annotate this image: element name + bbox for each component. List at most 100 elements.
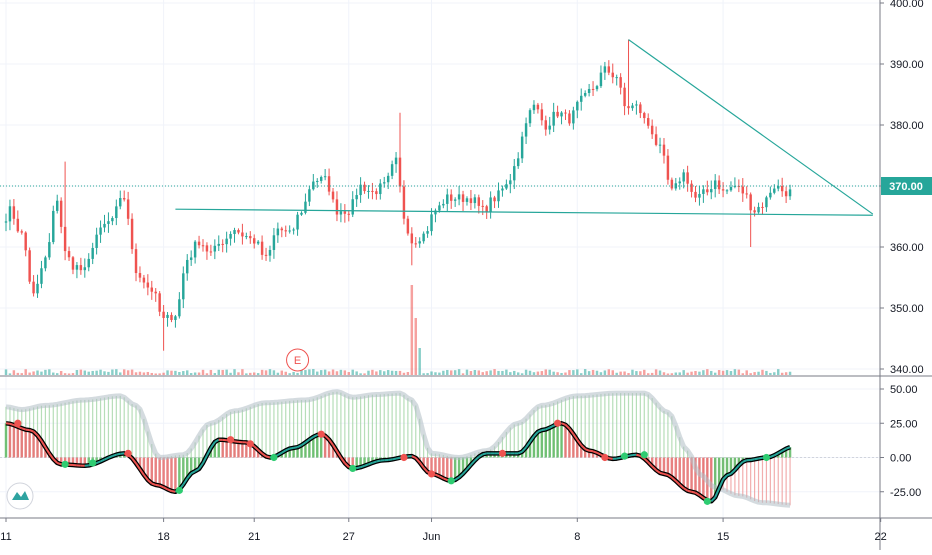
candle-body	[328, 176, 330, 191]
volume-bar	[552, 372, 554, 375]
volume-bar	[635, 371, 637, 375]
volume-bar	[351, 370, 353, 375]
osc-cross-marker	[641, 451, 648, 458]
volume-bar	[604, 370, 606, 375]
resistance-trendline[interactable]	[629, 40, 873, 214]
volume-bar	[332, 370, 334, 375]
candle-body	[789, 189, 791, 196]
osc-main-line-segment	[585, 449, 589, 451]
candle-body	[635, 104, 637, 105]
candle-body	[218, 244, 220, 246]
volume-bar	[391, 371, 393, 375]
candle-body	[123, 198, 125, 199]
volume-bar	[710, 371, 712, 375]
volume-bar	[285, 372, 287, 375]
last-price-tag-label: 370.00	[889, 181, 923, 193]
support-trendline[interactable]	[175, 209, 872, 215]
candle-body	[615, 77, 617, 78]
candle-body	[139, 273, 141, 278]
candle-body	[407, 219, 409, 234]
volume-bar	[135, 372, 137, 375]
candle-body	[415, 243, 417, 244]
candle-body	[513, 166, 515, 180]
osc-cross-marker	[621, 453, 628, 460]
osc-histogram-bar	[9, 424, 11, 458]
volume-bar	[596, 371, 598, 375]
osc-histogram-bar	[679, 458, 681, 485]
volume-bar	[95, 371, 97, 375]
trendlines[interactable]: E	[0, 40, 880, 371]
candle-body	[679, 181, 681, 183]
candle-body	[355, 195, 357, 199]
candle-body	[233, 230, 235, 234]
candle-body	[730, 187, 732, 190]
osc-main-line-segment	[392, 459, 396, 460]
osc-histogram-bar	[710, 458, 712, 502]
osc-cross-marker	[448, 477, 455, 484]
candle-body	[651, 126, 653, 135]
candle-body	[391, 164, 393, 176]
volume-bar	[158, 373, 160, 375]
volume-bar	[225, 370, 227, 375]
candle-body	[249, 236, 251, 238]
osc-histogram-bar	[24, 430, 26, 458]
candle-body	[340, 211, 342, 214]
candle-body	[273, 235, 275, 250]
volume-bar	[734, 369, 736, 375]
osc-cross-marker	[14, 420, 21, 427]
candle-body	[580, 96, 582, 102]
volume-bar	[572, 370, 574, 375]
osc-main-line-segment	[357, 467, 361, 468]
volume-bar	[679, 372, 681, 375]
volume-bar	[765, 371, 767, 375]
volume-bar	[174, 371, 176, 375]
osc-main-line-segment	[112, 455, 116, 456]
candle-body	[131, 219, 133, 249]
candle-body	[769, 193, 771, 198]
price-tick-label: 390.00	[890, 59, 924, 71]
candle-body	[312, 182, 314, 190]
candle-body	[663, 145, 665, 156]
osc-histogram-bar	[552, 426, 554, 458]
candle-body	[430, 214, 432, 231]
osc-histogram-bar	[434, 458, 436, 475]
volume-bar	[430, 371, 432, 375]
volume-bar	[80, 370, 82, 375]
osc-histogram-bar	[151, 458, 153, 484]
volume-bar	[631, 370, 633, 375]
candle-body	[344, 211, 346, 213]
volume-bar	[742, 373, 744, 375]
candle-body	[438, 205, 440, 210]
osc-main-line-segment	[636, 455, 640, 456]
candle-body	[245, 236, 247, 237]
candle-body	[647, 118, 649, 126]
volume-bar	[415, 318, 417, 375]
candle-body	[383, 182, 385, 183]
volume-bar	[639, 371, 641, 375]
candle-body	[722, 189, 724, 190]
candle-body	[178, 299, 180, 316]
volume-bar	[265, 370, 267, 375]
osc-histogram-bar	[13, 425, 15, 457]
price-tick-label: 360.00	[890, 242, 924, 254]
volume-bar	[312, 369, 314, 375]
volume-bar	[269, 369, 271, 375]
volume-bars	[5, 285, 792, 375]
candle-body	[257, 242, 259, 244]
candle-body	[84, 267, 86, 270]
volume-bar	[88, 372, 90, 375]
candle-body	[269, 250, 271, 256]
osc-histogram-bar	[545, 429, 547, 457]
osc-histogram-bar	[556, 424, 558, 458]
volume-bar	[667, 373, 669, 375]
candle-body	[623, 88, 625, 106]
volume-bar	[407, 372, 409, 375]
volume-bar	[513, 371, 515, 375]
candle-body	[13, 206, 15, 218]
volume-bar	[56, 373, 58, 375]
candle-body	[56, 201, 58, 211]
candle-body	[5, 221, 7, 222]
volume-bar	[52, 373, 54, 375]
